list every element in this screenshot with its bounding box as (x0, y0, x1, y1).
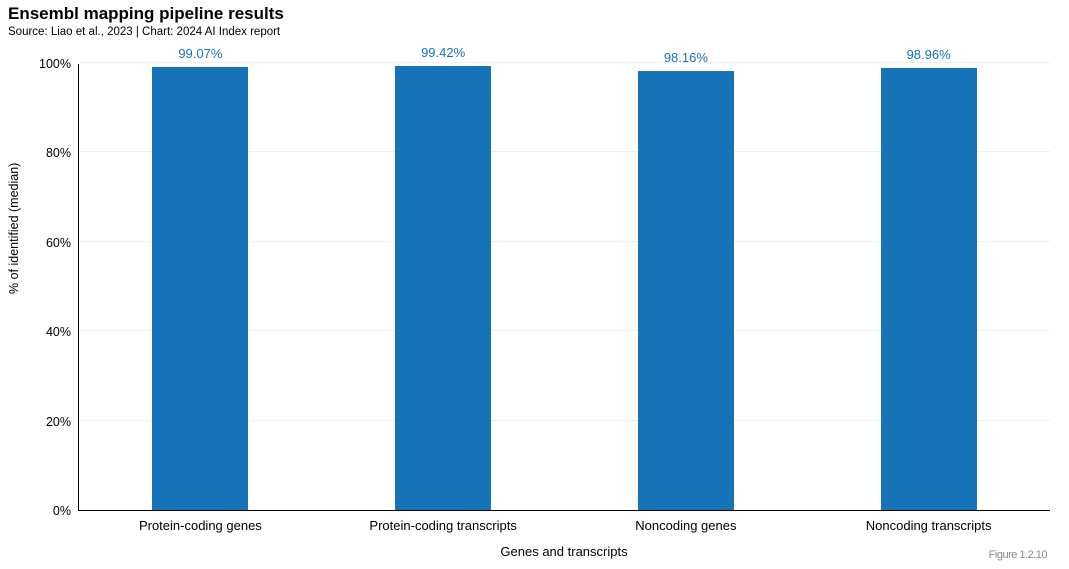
x-category-label: Noncoding genes (635, 518, 737, 533)
bar-column: 99.07% Protein-coding genes (79, 46, 322, 533)
chart-title: Ensembl mapping pipeline results (8, 4, 284, 23)
y-tick-label: 0% (52, 504, 71, 518)
bar (152, 67, 249, 510)
bar-column: 99.42% Protein-coding transcripts (322, 45, 565, 533)
x-category-label: Noncoding transcripts (865, 518, 992, 533)
chart-subtitle: Source: Liao et al., 2023 | Chart: 2024 … (8, 26, 281, 38)
bar (880, 67, 977, 510)
y-tick-label: 60% (45, 235, 71, 250)
y-tick-label: 80% (45, 146, 71, 161)
bar (395, 65, 492, 510)
y-tick-label: 100% (39, 57, 71, 71)
figure-caption: Figure 1.2.10 (988, 549, 1048, 561)
bar-value-label: 99.07% (178, 46, 223, 62)
x-category-label: Protein-coding genes (138, 518, 262, 533)
bar-column: 98.96% Noncoding transcripts (807, 47, 1050, 533)
y-tick-label: 40% (45, 325, 71, 340)
bar (637, 71, 734, 510)
bar-value-label: 98.96% (906, 46, 951, 62)
x-axis-title: Genes and transcripts (500, 544, 628, 559)
bar-value-label: 98.16% (663, 50, 708, 66)
gridline (79, 62, 1050, 63)
y-tick-label: 20% (45, 414, 71, 429)
gridline (79, 151, 1050, 153)
gridline (79, 330, 1050, 332)
bar-columns: 99.07% Protein-coding genes 99.42% Protein-… (79, 45, 1050, 533)
bar-column: 98.16% Noncoding genes (565, 50, 808, 533)
gridline (79, 240, 1050, 242)
x-category-label: Protein-coding transcripts (369, 518, 517, 533)
plot-area: 0% 20% 40% 60% 80% 100% 99.07% Protein-coding … (39, 45, 1050, 533)
y-axis-title: % of identified (median) (7, 162, 21, 294)
gridline (79, 419, 1050, 421)
bar-value-label: 99.42% (421, 44, 466, 60)
